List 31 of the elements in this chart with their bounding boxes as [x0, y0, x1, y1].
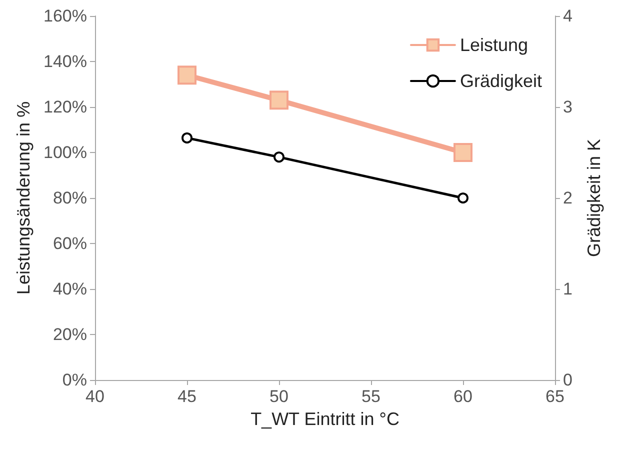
y-axis-title: Leistungsänderung in %	[14, 101, 34, 295]
y-tick-label: 0%	[62, 370, 87, 390]
y-tick-label: 160%	[44, 6, 87, 26]
legend-label: Grädigkeit	[460, 71, 542, 91]
x-tick-label: 55	[362, 387, 380, 406]
point	[178, 66, 196, 85]
x-tick-label: 65	[546, 387, 564, 406]
x-tick-label: 50	[270, 387, 288, 406]
y2-tick-label: 0	[563, 370, 572, 390]
y-tick-label: 20%	[52, 325, 87, 344]
x-tick-label: 60	[454, 387, 472, 406]
x-tick-label: 45	[178, 387, 196, 406]
y-tick-label: 100%	[44, 143, 87, 162]
point	[274, 152, 284, 163]
y2-tick-label: 4	[563, 6, 572, 26]
point	[270, 90, 288, 110]
y2-axis-title: Grädigkeit in K	[584, 138, 604, 258]
legend-label: Leistung	[460, 35, 528, 55]
y2-tick-label: 2	[563, 188, 572, 208]
point	[454, 143, 472, 162]
point	[458, 192, 468, 204]
y-tick-label: 60%	[52, 234, 87, 253]
y-tick-label: 80%	[52, 188, 87, 208]
y-tick-label: 140%	[44, 52, 87, 71]
x-tick-label: 40	[86, 387, 104, 406]
y2-tick-label: 3	[563, 98, 572, 116]
y-tick-label: 40%	[52, 280, 87, 298]
point	[182, 132, 192, 144]
y2-tick-label: 1	[563, 280, 572, 298]
y-tick-label: 120%	[44, 98, 87, 116]
x-axis-title: T_WT Eintritt in °C	[250, 409, 400, 429]
